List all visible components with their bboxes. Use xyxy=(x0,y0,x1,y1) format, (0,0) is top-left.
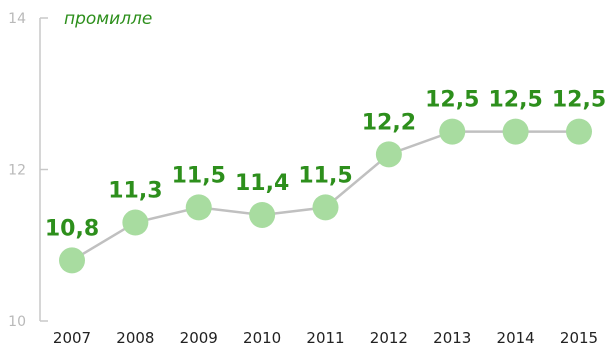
data-markers xyxy=(59,118,592,274)
data-point-marker xyxy=(312,194,339,221)
data-labels: 10,8 11,3 11,5 11,4 11,5 12,2 12,5 12,5 12,5 xyxy=(45,88,606,242)
data-label: 12,5 xyxy=(488,88,542,113)
y-tick-label: 12 xyxy=(8,163,26,179)
data-label: 12,2 xyxy=(362,110,416,135)
data-label: 11,3 xyxy=(108,179,162,204)
x-tick-label: 2015 xyxy=(560,329,598,347)
x-tick-label: 2007 xyxy=(53,329,91,347)
x-tick-label: 2008 xyxy=(116,329,154,347)
x-tick-label: 2013 xyxy=(433,329,471,347)
data-point-marker xyxy=(502,118,529,145)
data-point-marker xyxy=(439,118,466,145)
x-axis-labels: 2007 2008 2009 2010 2011 2012 2013 2014 2015 xyxy=(53,329,598,347)
data-label: 11,5 xyxy=(172,163,226,188)
data-point-marker xyxy=(566,118,592,145)
data-label: 12,5 xyxy=(552,88,606,113)
x-tick-label: 2014 xyxy=(497,329,535,347)
unit-label: промилле xyxy=(64,9,152,29)
y-axis-ticks: 10 12 14 xyxy=(8,11,48,330)
y-tick-label: 10 xyxy=(8,314,26,330)
x-tick-label: 2010 xyxy=(243,329,281,347)
data-point-marker xyxy=(122,209,149,236)
x-tick-label: 2009 xyxy=(180,329,218,347)
data-label: 11,4 xyxy=(235,171,289,196)
data-point-marker xyxy=(375,141,402,168)
data-label: 12,5 xyxy=(425,88,479,113)
data-point-marker xyxy=(249,201,276,228)
y-tick-label: 14 xyxy=(8,11,26,27)
data-point-marker xyxy=(185,194,212,221)
x-tick-label: 2011 xyxy=(306,329,344,347)
x-tick-label: 2012 xyxy=(370,329,408,347)
data-label: 11,5 xyxy=(298,163,352,188)
data-point-marker xyxy=(59,247,85,274)
data-label: 10,8 xyxy=(45,216,99,241)
